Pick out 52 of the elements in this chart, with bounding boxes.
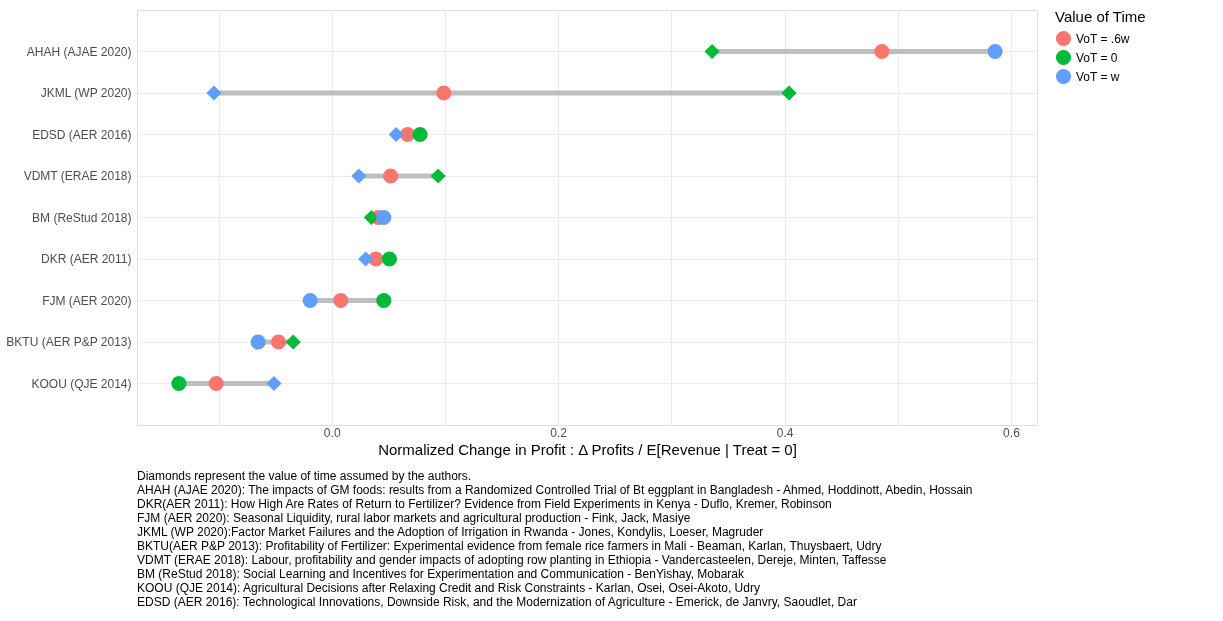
y-tick-label: EDSD (AER 2016) [32, 127, 132, 142]
x-tick-label: 0.2 [550, 425, 568, 440]
y-tick-label: BKTU (AER P&P 2013) [6, 335, 132, 349]
text: BM (ReStud 2018): Social Learning and Incentives for Experimentation and Communication - BenYishay, Mobarak [137, 567, 745, 581]
legend-label: VoT = .6w [1076, 31, 1130, 46]
point [987, 43, 1003, 60]
text: DKR(AER 2011): How High Are Rates of Return to Fertilizer? Evidence from Field Experiments in Kenya - Duflo, Kremer, Robinson [137, 497, 832, 511]
point [388, 126, 404, 143]
point [436, 85, 452, 101]
point [302, 292, 318, 309]
point [704, 43, 720, 60]
point [412, 126, 428, 143]
point [376, 209, 392, 226]
legend-label: VoT = w [1076, 69, 1120, 84]
point [381, 251, 398, 267]
text: JKML (WP 2020):Factor Market Failures and the Adoption of Irrigation in Rwanda - Jones, Kondylis, Loeser, Magruder [137, 525, 764, 539]
x-tick-label: 0.4 [776, 425, 794, 440]
point [270, 334, 287, 350]
point [874, 43, 890, 60]
point [333, 292, 349, 309]
text: Diamonds represent the value of time assumed by the authors. [137, 469, 472, 483]
text: BKTU(AER P&P 2013): Profitability of Fertilizer: Experimental evidence from female rice farmers in Mali - Beaman, Karlan, Thuysbaert, Udry [137, 539, 882, 553]
y-tick-label: FJM (AER 2020) [42, 293, 132, 308]
y-tick-label: BM (ReStud 2018) [32, 210, 132, 225]
point [363, 209, 379, 226]
text: KOOU (QJE 2014): Agricultural Decisions after Relaxing Credit and Risk Constraints - Karlan, Osei, Osei-Akoto, Udry [137, 581, 760, 595]
point [206, 85, 222, 101]
point [383, 168, 399, 184]
point [430, 168, 446, 184]
point [266, 375, 282, 392]
text: EDSD (AER 2016): Technological Innovations, Downside Risk, and the Modernization of Agriculture - Emerick, de Janvry, Saoudlet, Dar [137, 595, 857, 609]
legend-title: Value of Time [1055, 8, 1146, 25]
text: VDMT (ERAE 2018): Labour, profitability and gender impacts of adopting row planting in Ethiopia - Vandercasteelen, Dereje, Minten, Taffesse [137, 553, 887, 567]
y-tick-label: JKML (WP 2020) [40, 86, 132, 100]
point [358, 251, 374, 267]
y-tick-label: AHAH (AJAE 2020) [26, 44, 132, 59]
point [285, 334, 301, 350]
point [250, 334, 266, 350]
text: FJM (AER 2020): Seasonal Liquidity, rural labor markets and agricultural production - Fink, Jack, Masiye [137, 511, 691, 525]
y-tick-label: DKR (AER 2011) [41, 252, 132, 266]
text: AHAH (AJAE 2020): The impacts of GM foods: results from a Randomized Controlled Trial of Bt eggplant in Bangladesh - Ahmed, Hoddinott, Abedin, Hossain [137, 483, 973, 497]
point [171, 375, 187, 392]
x-axis-title: Normalized Change in Profit : Δ Profits / E[Revenue | Treat = 0] [378, 440, 797, 458]
y-tick-label: KOOU (QJE 2014) [31, 376, 132, 391]
x-tick-label: 0.0 [323, 425, 341, 440]
legend-label: VoT = 0 [1076, 50, 1118, 65]
point [208, 375, 224, 392]
y-tick-label: VDMT (ERAE 2018) [23, 169, 132, 183]
x-tick-label: 0.6 [1003, 425, 1021, 440]
point [376, 292, 392, 309]
point [781, 85, 797, 101]
point [351, 168, 367, 184]
